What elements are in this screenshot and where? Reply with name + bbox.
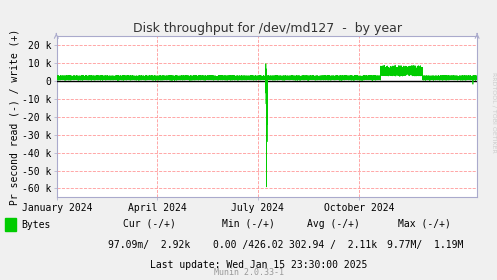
- Text: RRDTOOL / TOBI OETIKER: RRDTOOL / TOBI OETIKER: [491, 72, 496, 152]
- Text: Munin 2.0.33-1: Munin 2.0.33-1: [214, 268, 283, 277]
- Text: 302.94 /  2.11k: 302.94 / 2.11k: [289, 240, 377, 250]
- Text: 97.09m/  2.92k: 97.09m/ 2.92k: [108, 240, 190, 250]
- Text: Avg (-/+): Avg (-/+): [307, 219, 359, 229]
- Text: Bytes: Bytes: [21, 220, 50, 230]
- Text: 0.00 /426.02: 0.00 /426.02: [213, 240, 284, 250]
- Y-axis label: Pr second read (-) / write (+): Pr second read (-) / write (+): [9, 29, 19, 205]
- Text: Min (-/+): Min (-/+): [222, 219, 275, 229]
- Text: 9.77M/  1.19M: 9.77M/ 1.19M: [387, 240, 463, 250]
- Title: Disk throughput for /dev/md127  -  by year: Disk throughput for /dev/md127 - by year: [133, 22, 402, 35]
- Text: Cur (-/+): Cur (-/+): [123, 219, 175, 229]
- Text: Max (-/+): Max (-/+): [399, 219, 451, 229]
- Text: Last update: Wed Jan 15 23:30:00 2025: Last update: Wed Jan 15 23:30:00 2025: [150, 260, 367, 270]
